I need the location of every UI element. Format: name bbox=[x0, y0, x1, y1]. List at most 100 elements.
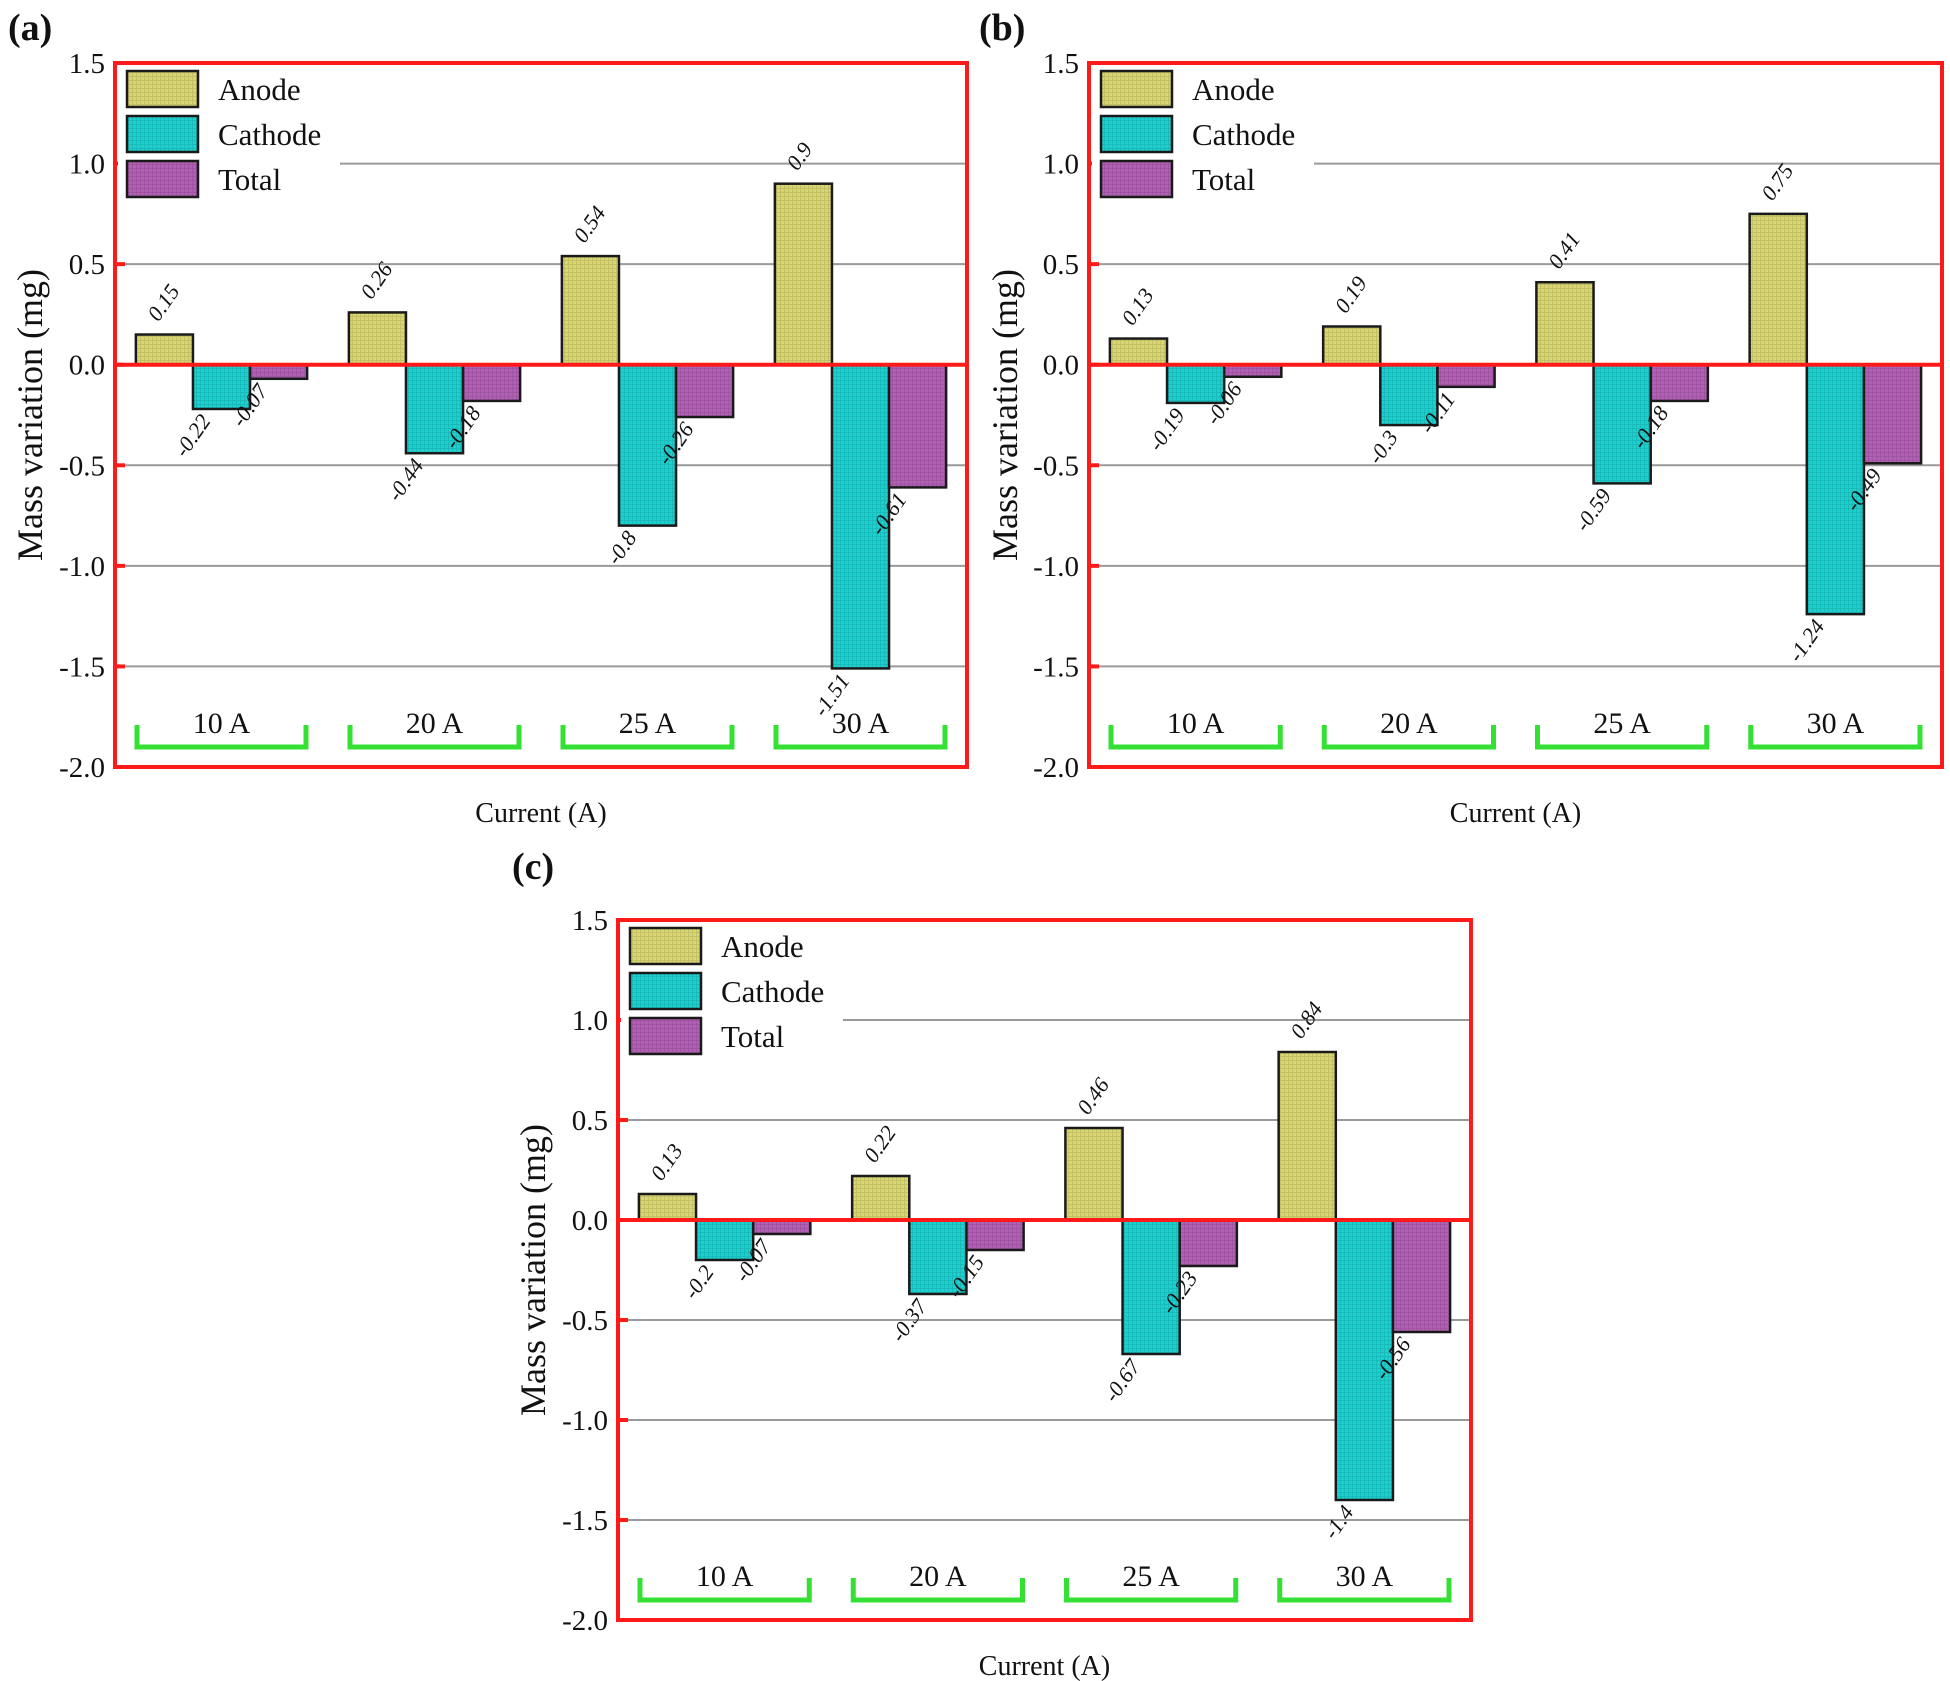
bar-outline bbox=[887, 363, 948, 489]
bar-anode bbox=[1748, 212, 1809, 366]
bar-total bbox=[1222, 363, 1283, 379]
gridlines bbox=[618, 1019, 1471, 1521]
data-label-anode: 0.9 bbox=[781, 138, 817, 175]
legend-swatch-outline bbox=[1099, 114, 1174, 154]
bar-outline bbox=[1649, 363, 1710, 403]
bar-total bbox=[965, 1218, 1025, 1252]
category-label: 25 A bbox=[1593, 707, 1651, 740]
bar-total bbox=[1862, 363, 1923, 465]
legend-item-total: Total bbox=[125, 159, 281, 199]
bar-anode bbox=[637, 1192, 698, 1222]
bar-total bbox=[674, 363, 735, 419]
legend-swatch-outline bbox=[628, 1016, 703, 1056]
legend-label: Cathode bbox=[218, 117, 321, 152]
legend-item-anode: Anode bbox=[628, 926, 804, 966]
category-label: 25 A bbox=[1122, 1560, 1180, 1593]
y-axis: 1.5 1.0 0.5 0.0 -0.5 -1.0 -1.5 -2.0 bbox=[562, 905, 628, 1637]
bar-anode bbox=[1321, 325, 1382, 366]
y-axis: 1.5 1.0 0.5 0.0 -0.5 -1.0 -1.5 -2.0 bbox=[1033, 48, 1099, 784]
category-bracket bbox=[1535, 725, 1710, 750]
bar-cathode bbox=[1379, 363, 1439, 427]
bar-outline bbox=[1379, 363, 1439, 427]
bar-outline bbox=[830, 363, 891, 670]
bar-cathode bbox=[1121, 1218, 1181, 1356]
y-tick-label: 0.5 bbox=[69, 249, 105, 281]
category-brackets: 10 A 20 A 25 A 30 A bbox=[1108, 707, 1923, 750]
bar-total bbox=[1391, 1218, 1452, 1334]
bar-anode bbox=[1108, 337, 1169, 366]
x-axis-title: Current (A) bbox=[979, 1651, 1110, 1681]
bar-outline bbox=[1277, 1050, 1338, 1222]
bar-anode bbox=[134, 333, 195, 366]
legend-swatch-outline bbox=[125, 114, 200, 154]
panel-letter: (a) bbox=[8, 7, 52, 49]
bar-total bbox=[1178, 1218, 1239, 1268]
bar-anode bbox=[850, 1174, 911, 1222]
bar-outline bbox=[1321, 325, 1382, 366]
y-tick-label: 1.0 bbox=[1043, 149, 1079, 181]
bar-anode bbox=[1535, 280, 1595, 366]
data-label-cathode: -0.19 bbox=[1143, 403, 1190, 455]
bar-outline bbox=[1121, 1218, 1181, 1356]
data-label-cathode: -0.59 bbox=[1569, 484, 1616, 536]
y-tick-label: 0.5 bbox=[572, 1105, 608, 1137]
y-axis-title: Mass variation (mg) bbox=[513, 1124, 553, 1416]
bar-outline bbox=[617, 363, 678, 527]
category-label: 20 A bbox=[406, 707, 464, 740]
bar-outline bbox=[248, 363, 309, 381]
data-label-anode: 0.54 bbox=[568, 201, 611, 247]
legend-item-cathode: Cathode bbox=[1099, 114, 1295, 154]
gridlines bbox=[1089, 162, 1942, 668]
category-bracket bbox=[1277, 1578, 1452, 1603]
data-label-anode: 0.41 bbox=[1543, 227, 1586, 273]
bar-anode bbox=[560, 254, 621, 366]
bar-cathode bbox=[1334, 1218, 1395, 1502]
data-label-cathode: -0.67 bbox=[1098, 1354, 1145, 1407]
bar-outline bbox=[1592, 363, 1652, 485]
legend-label: Total bbox=[721, 1019, 784, 1054]
y-axis: 1.5 1.0 0.5 0.0 -0.5 -1.0 -1.5 -2.0 bbox=[59, 48, 125, 784]
legend-item-cathode: Cathode bbox=[125, 114, 321, 154]
y-tick-label: 1.5 bbox=[1043, 48, 1079, 80]
y-tick-label: 0.0 bbox=[572, 1205, 608, 1237]
panel-letter: (b) bbox=[979, 7, 1025, 49]
bars bbox=[1108, 212, 1923, 616]
data-label-cathode: -1.24 bbox=[1783, 615, 1830, 667]
bar-outline bbox=[191, 363, 252, 411]
category-label: 20 A bbox=[1380, 707, 1438, 740]
legend-item-anode: Anode bbox=[125, 69, 301, 109]
bar-anode bbox=[347, 311, 408, 366]
bar-cathode bbox=[908, 1218, 968, 1296]
y-tick-label: -1.5 bbox=[59, 651, 105, 683]
legend-item-anode: Anode bbox=[1099, 69, 1275, 109]
bar-total bbox=[461, 363, 522, 403]
bar-outline bbox=[1862, 363, 1923, 465]
data-label-cathode: -0.22 bbox=[169, 409, 216, 461]
y-tick-label: -2.0 bbox=[1033, 752, 1079, 784]
category-bracket bbox=[134, 725, 309, 750]
y-tick-label: 0.5 bbox=[1043, 249, 1079, 281]
data-label-anode: 0.13 bbox=[1116, 284, 1159, 330]
legend: Anode Cathode Total bbox=[118, 66, 340, 223]
bar-cathode bbox=[191, 363, 252, 411]
data-label-anode: 0.13 bbox=[645, 1139, 688, 1185]
bar-outline bbox=[1436, 363, 1496, 389]
bar-outline bbox=[773, 182, 834, 366]
category-label: 30 A bbox=[1336, 1560, 1394, 1593]
legend-item-cathode: Cathode bbox=[628, 971, 824, 1011]
legend-swatch-outline bbox=[125, 159, 200, 199]
data-label-anode: 0.22 bbox=[858, 1121, 901, 1167]
category-label: 10 A bbox=[1167, 707, 1225, 740]
panel-c: (c) 1.5 1.0 0.5 0.0 -0.5 -1.0 -1.5 -2.0 Mass vari… bbox=[512, 846, 1473, 1681]
data-label-cathode: -0.8 bbox=[601, 526, 641, 569]
data-label-anode: 0.19 bbox=[1329, 271, 1372, 317]
bar-outline bbox=[134, 333, 195, 366]
bar-outline bbox=[1748, 212, 1809, 366]
category-bracket bbox=[773, 725, 948, 750]
bar-anode bbox=[1064, 1126, 1124, 1222]
bar-cathode bbox=[1592, 363, 1652, 485]
data-label-anode: 0.15 bbox=[142, 280, 185, 326]
y-tick-label: 1.0 bbox=[69, 149, 105, 181]
bar-total bbox=[1436, 363, 1496, 389]
category-bracket bbox=[1108, 725, 1283, 750]
